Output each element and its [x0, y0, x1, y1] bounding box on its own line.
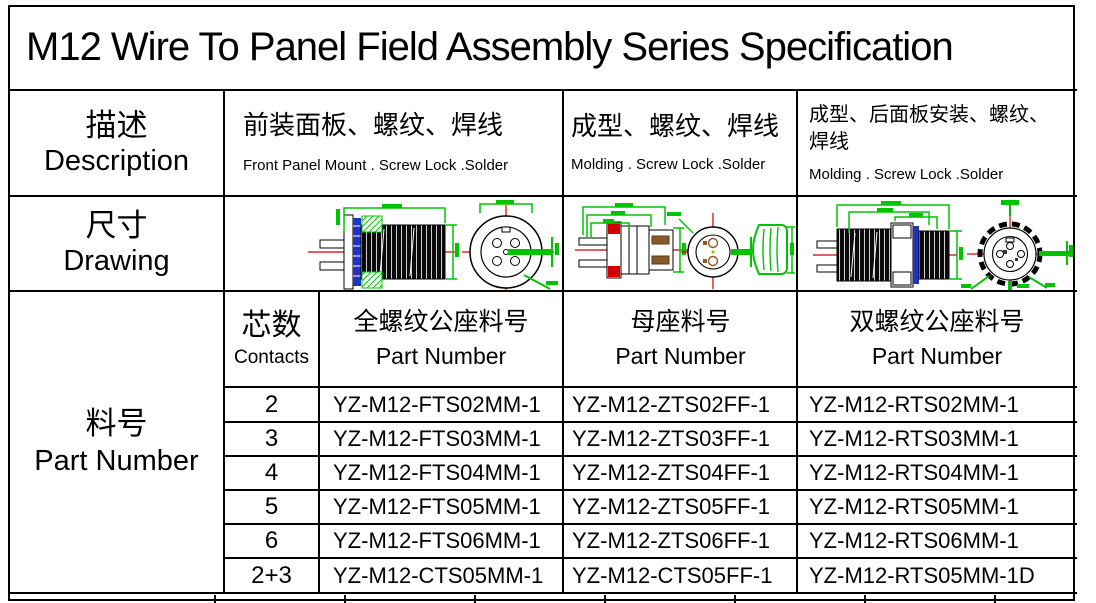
- rule-row4: [224, 523, 1077, 525]
- continuation-tick: [474, 595, 476, 603]
- spec-table-border: [8, 5, 1075, 601]
- header-female-en: Part Number: [615, 343, 746, 370]
- part-number-cell: YZ-M12-ZTS06FF-1: [572, 528, 771, 553]
- row-label-part-number: 料号 Part Number: [10, 292, 223, 592]
- header-full-thread-male-zh: 全螺纹公座料号: [353, 308, 529, 337]
- header-contacts-en: Contacts: [234, 347, 309, 369]
- dimension-lines: [336, 204, 459, 280]
- row-label-drawing: 尺寸 Drawing: [10, 197, 223, 289]
- part-number-cell: YZ-M12-RTS04MM-1: [809, 460, 1019, 485]
- part-number-cell: YZ-M12-RTS02MM-1: [809, 391, 1019, 417]
- part-number-cell: YZ-M12-FTS06MM-1: [333, 528, 541, 553]
- description-molding-rear: 成型、后面板安装、螺纹、 焊线 Molding . Screw Lock .So…: [799, 91, 1075, 195]
- contacts-cell: 5: [264, 493, 279, 520]
- header-contacts-zh: 芯数: [241, 308, 302, 342]
- header-full-thread-male: 全螺纹公座料号 Part Number: [320, 292, 562, 386]
- part-number-cell: YZ-M12-FTS03MM-1: [333, 426, 541, 451]
- rule-contacts-col: [318, 292, 320, 592]
- row-label-description-zh: 描述: [85, 107, 148, 143]
- part-number-cell: YZ-M12-FTS02MM-1: [333, 391, 541, 417]
- continuation-tick: [214, 595, 216, 603]
- drawing-double-thread-connector: [813, 200, 1073, 290]
- side-view: [575, 221, 691, 279]
- part-number-cell: YZ-M12-ZTS05FF-1: [572, 494, 771, 519]
- row-label-description-en: Description: [43, 145, 190, 178]
- rule-row2: [224, 455, 1077, 457]
- contacts-cell: 2+3: [251, 561, 292, 589]
- description-front-panel: 前装面板、螺纹、焊线 Front Panel Mount . Screw Loc…: [225, 91, 562, 195]
- continuation-tick: [734, 595, 736, 603]
- dimension-lines: [836, 201, 963, 280]
- header-double-thread-male-zh: 双螺纹公座料号: [849, 308, 1025, 337]
- rule-row3: [224, 489, 1077, 491]
- header-female: 母座料号 Part Number: [565, 292, 796, 386]
- header-full-thread-male-en: Part Number: [375, 343, 507, 370]
- continuation-tick: [604, 595, 606, 603]
- contacts-cell: 4: [264, 459, 279, 486]
- dimension-lines: [582, 203, 686, 273]
- rule-drawing-bottom: [8, 290, 1077, 292]
- contacts-cell: 2: [264, 390, 279, 418]
- header-double-thread-male: 双螺纹公座料号 Part Number: [799, 292, 1075, 386]
- contacts-cell: 3: [264, 425, 279, 452]
- continuation-tick: [994, 595, 996, 603]
- drawing-molding-connector: [575, 203, 795, 289]
- description-molding: 成型、螺纹、焊线 Molding . Screw Lock .Solder: [565, 91, 796, 195]
- part-number-cell: YZ-M12-CTS05MM-1: [333, 562, 544, 588]
- molded-cap: [751, 224, 795, 275]
- front-view: [681, 213, 759, 289]
- continuation-tick: [344, 595, 346, 603]
- rule-label-col: [223, 91, 225, 592]
- description-molding-rear-en: Molding . Screw Lock .Solder: [809, 166, 1004, 184]
- front-view: [967, 209, 1053, 289]
- rule-col1-col2: [562, 91, 564, 592]
- row-label-description: 描述 Description: [10, 91, 223, 195]
- side-view: [813, 222, 957, 288]
- part-number-cell: YZ-M12-CTS05FF-1: [572, 562, 773, 588]
- rule-section-bottom: [8, 592, 1077, 594]
- header-female-zh: 母座料号: [630, 308, 731, 337]
- part-number-cell: YZ-M12-FTS05MM-1: [333, 494, 541, 519]
- description-molding-en: Molding . Screw Lock .Solder: [571, 156, 766, 174]
- rule-desc-bottom: [8, 195, 1077, 197]
- front-view-dimensions: [667, 212, 752, 267]
- part-number-cell: YZ-M12-RTS05MM-1: [809, 494, 1019, 519]
- rule-col2-col3: [796, 91, 798, 592]
- description-front-panel-zh: 前装面板、螺纹、焊线: [243, 110, 504, 141]
- row-label-drawing-zh: 尺寸: [85, 207, 148, 243]
- description-front-panel-en: Front Panel Mount . Screw Lock .Solder: [243, 157, 509, 175]
- description-molding-rear-zh: 成型、后面板安装、螺纹、 焊线: [809, 104, 1049, 154]
- drawing-front-panel-mount-connector: [308, 200, 559, 290]
- continuation-tick: [864, 595, 866, 603]
- row-label-drawing-en: Drawing: [63, 245, 170, 278]
- part-number-cell: YZ-M12-RTS03MM-1: [809, 426, 1019, 451]
- rule-row1: [224, 421, 1077, 423]
- front-view: [462, 205, 554, 290]
- page-title: M12 Wire To Panel Field Assembly Series …: [26, 24, 954, 69]
- part-number-cell: YZ-M12-ZTS02FF-1: [572, 391, 771, 417]
- row-label-part-number-en: Part Number: [34, 445, 199, 478]
- side-view: [308, 214, 458, 290]
- header-double-thread-male-en: Part Number: [871, 343, 1003, 370]
- rule-row5: [224, 557, 1077, 559]
- front-view-dimensions: [961, 200, 1073, 290]
- front-view-dimensions: [479, 200, 559, 290]
- part-number-cell: YZ-M12-ZTS04FF-1: [572, 460, 771, 485]
- row-label-part-number-zh: 料号: [85, 405, 148, 441]
- rule-header-bottom: [224, 386, 1077, 388]
- rule-title-bottom: [8, 89, 1077, 91]
- part-number-cell: YZ-M12-RTS06MM-1: [809, 528, 1019, 553]
- part-number-cell: YZ-M12-FTS04MM-1: [333, 460, 541, 485]
- part-number-cell: YZ-M12-ZTS03FF-1: [572, 426, 771, 451]
- header-contacts: 芯数 Contacts: [225, 292, 318, 386]
- contacts-cell: 6: [264, 527, 279, 554]
- description-molding-zh: 成型、螺纹、焊线: [571, 111, 780, 142]
- part-number-cell: YZ-M12-RTS05MM-1D: [809, 562, 1035, 588]
